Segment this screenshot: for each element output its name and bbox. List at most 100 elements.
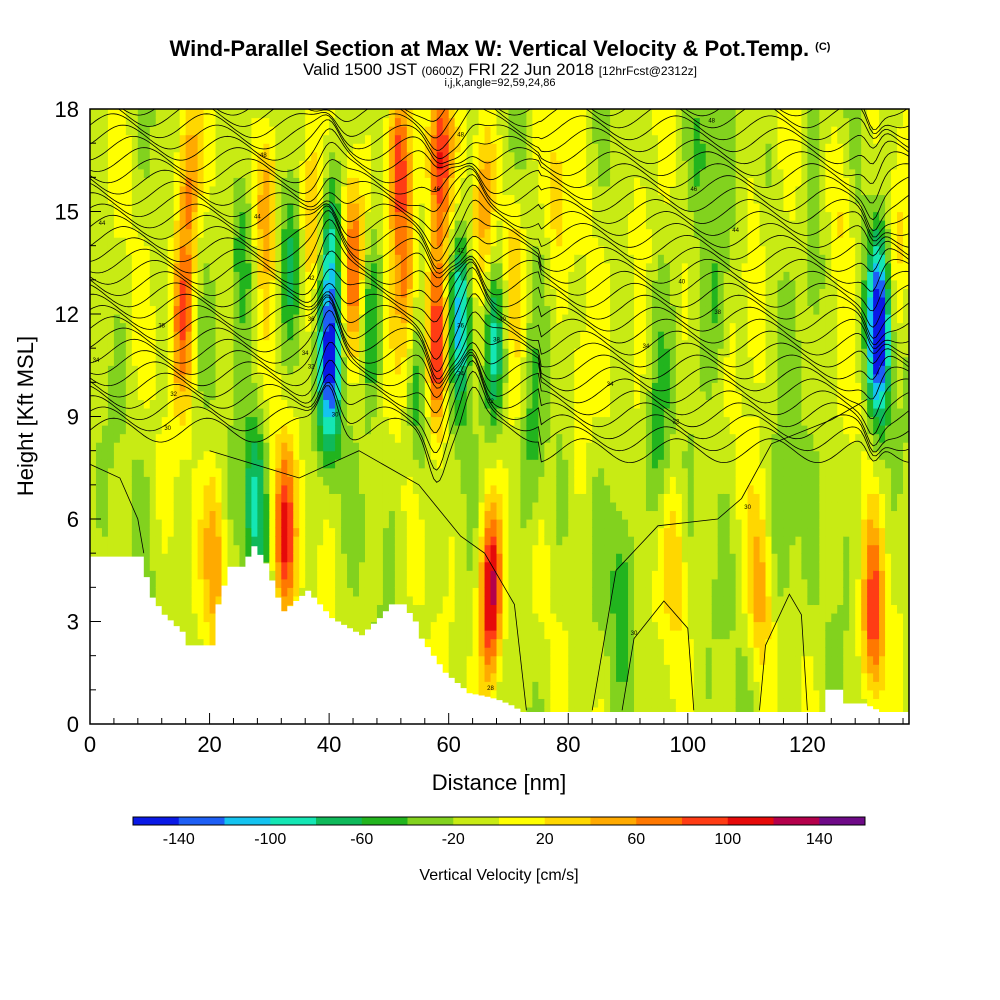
w-cell <box>143 425 151 435</box>
w-cell <box>388 501 396 512</box>
w-cell <box>400 510 408 520</box>
w-cell <box>406 407 414 418</box>
w-cell <box>323 177 330 187</box>
w-cell <box>245 237 253 247</box>
w-cell <box>197 570 205 580</box>
w-cell <box>305 459 312 469</box>
w-cell <box>436 587 444 597</box>
w-cell <box>347 476 354 486</box>
w-cell <box>281 237 288 247</box>
w-cell <box>275 476 282 486</box>
w-cell <box>335 339 342 349</box>
w-cell <box>287 109 294 119</box>
w-cell <box>364 595 372 606</box>
w-cell <box>161 168 169 178</box>
w-cell <box>382 373 390 383</box>
w-cell <box>173 245 181 255</box>
w-cell <box>472 655 480 665</box>
w-cell <box>496 655 504 665</box>
w-cell <box>155 501 163 512</box>
w-cell <box>173 484 181 494</box>
w-cell <box>149 476 157 486</box>
w-cell <box>113 168 121 178</box>
w-cell <box>353 271 360 281</box>
w-cell <box>329 407 336 418</box>
w-cell <box>263 510 270 520</box>
w-cell <box>209 245 217 255</box>
w-cell <box>257 109 264 119</box>
w-cell <box>137 339 145 349</box>
w-cell <box>275 254 282 264</box>
w-cell <box>323 331 330 341</box>
w-cell <box>299 399 306 409</box>
w-cell <box>149 365 157 375</box>
w-cell <box>370 476 378 486</box>
w-cell <box>376 356 384 366</box>
w-cell <box>317 587 324 597</box>
w-cell <box>490 450 498 460</box>
w-cell <box>466 211 474 221</box>
w-cell <box>430 604 438 614</box>
w-cell <box>90 109 97 119</box>
w-cell <box>293 237 300 247</box>
w-cell <box>215 168 223 178</box>
w-cell <box>113 279 121 289</box>
w-cell <box>460 296 468 307</box>
w-cell <box>251 476 258 486</box>
w-cell <box>215 416 223 426</box>
w-cell <box>179 151 187 161</box>
w-cell <box>502 630 510 640</box>
w-cell <box>281 425 288 435</box>
w-cell <box>478 220 486 230</box>
w-cell <box>335 459 342 469</box>
w-cell <box>137 202 145 213</box>
w-cell <box>394 339 402 349</box>
w-cell <box>257 450 264 460</box>
w-cell <box>191 484 199 494</box>
w-cell <box>490 604 498 614</box>
w-cell <box>113 254 121 264</box>
w-cell <box>113 348 121 358</box>
w-cell <box>143 442 151 452</box>
w-cell <box>209 399 217 409</box>
w-cell <box>143 450 151 460</box>
w-cell <box>460 356 468 366</box>
w-cell <box>412 168 420 178</box>
w-cell <box>269 305 276 315</box>
w-cell <box>305 194 312 204</box>
w-cell <box>496 288 504 298</box>
w-cell <box>95 519 103 529</box>
w-cell <box>341 519 348 529</box>
w-cell <box>353 553 360 563</box>
w-cell <box>317 561 324 571</box>
w-cell <box>221 194 229 204</box>
w-cell <box>466 365 474 375</box>
w-cell <box>269 143 276 153</box>
w-cell <box>143 228 151 238</box>
w-cell <box>430 237 438 247</box>
w-cell <box>430 621 438 631</box>
w-cell <box>245 425 253 435</box>
w-cell <box>424 185 432 196</box>
w-cell <box>376 220 384 230</box>
w-cell <box>484 544 492 554</box>
w-cell <box>394 143 402 153</box>
w-cell <box>442 612 450 623</box>
w-cell <box>484 271 492 281</box>
w-cell <box>245 143 253 153</box>
w-cell <box>239 399 247 409</box>
w-cell <box>299 587 306 597</box>
w-cell <box>466 544 474 554</box>
w-cell <box>215 433 223 443</box>
w-cell <box>311 271 318 281</box>
w-cell <box>173 442 181 452</box>
w-cell <box>484 365 492 375</box>
w-cell <box>394 279 402 289</box>
w-cell <box>125 467 133 477</box>
w-cell <box>430 510 438 520</box>
w-cell <box>257 262 264 272</box>
w-cell <box>436 296 444 307</box>
w-cell <box>155 570 163 580</box>
w-cell <box>490 630 498 640</box>
w-cell <box>143 433 151 443</box>
